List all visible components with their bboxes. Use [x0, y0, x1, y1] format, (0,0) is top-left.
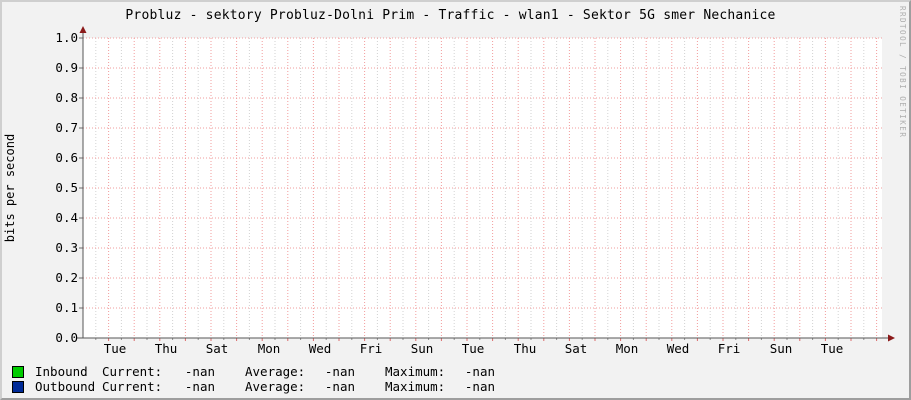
legend-maximum-value: -nan — [464, 379, 495, 394]
x-tick-label: Sat — [564, 341, 588, 356]
legend-current-value: -nan — [184, 364, 215, 379]
legend-maximum-label: Maximum: — [385, 379, 446, 394]
legend-current-label: Current: — [102, 364, 163, 379]
x-tick-label: Sun — [410, 341, 434, 356]
x-tick-label: Wed — [666, 341, 690, 356]
y-tick-label: 0.9 — [55, 60, 78, 75]
x-tick-label: Thu — [513, 341, 537, 356]
x-tick-label: Tue — [461, 341, 485, 356]
y-tick-label: 0.1 — [55, 300, 78, 315]
x-tick-label: Sun — [769, 341, 793, 356]
legend-average-label: Average: — [245, 364, 306, 379]
x-tick-label: Fri — [717, 341, 741, 356]
legend-maximum-value: -nan — [464, 364, 495, 379]
legend-row-inbound: Inbound Current: -nan Average: -nan Maxi… — [2, 364, 909, 380]
x-tick-label: Wed — [308, 341, 332, 356]
x-tick-label: Sat — [205, 341, 229, 356]
rrdtool-watermark: RRDTOOL / TOBI OETIKER — [898, 6, 907, 139]
x-tick-label: Mon — [615, 341, 639, 356]
x-tick-label: Fri — [359, 341, 383, 356]
y-tick-label: 0.7 — [55, 120, 78, 135]
y-tick-label: 0.0 — [55, 330, 78, 345]
outbound-swatch-icon — [12, 381, 24, 393]
legend-series-name: Inbound — [35, 364, 88, 379]
legend-average-value: -nan — [324, 379, 355, 394]
legend-maximum-label: Maximum: — [385, 364, 446, 379]
y-tick-label: 0.2 — [55, 270, 78, 285]
x-tick-label: Tue — [820, 341, 844, 356]
legend-row-outbound: Outbound Current: -nan Average: -nan Max… — [2, 379, 909, 395]
y-tick-label: 1.0 — [55, 30, 78, 45]
legend-current-label: Current: — [102, 379, 163, 394]
legend-series-name: Outbound — [35, 379, 96, 394]
y-tick-label: 0.3 — [55, 240, 78, 255]
y-tick-label: 0.8 — [55, 90, 78, 105]
y-tick-label: 0.6 — [55, 150, 78, 165]
legend-average-label: Average: — [245, 379, 306, 394]
x-tick-label: Thu — [154, 341, 178, 356]
inbound-swatch-icon — [12, 366, 24, 378]
legend-average-value: -nan — [324, 364, 355, 379]
legend-current-value: -nan — [184, 379, 215, 394]
x-tick-label: Mon — [257, 341, 281, 356]
x-tick-label: Tue — [103, 341, 127, 356]
graph-title: Probluz - sektory Probluz-Dolni Prim - T… — [125, 8, 776, 23]
y-tick-label: 0.5 — [55, 180, 78, 195]
y-tick-label: 0.4 — [55, 210, 78, 225]
